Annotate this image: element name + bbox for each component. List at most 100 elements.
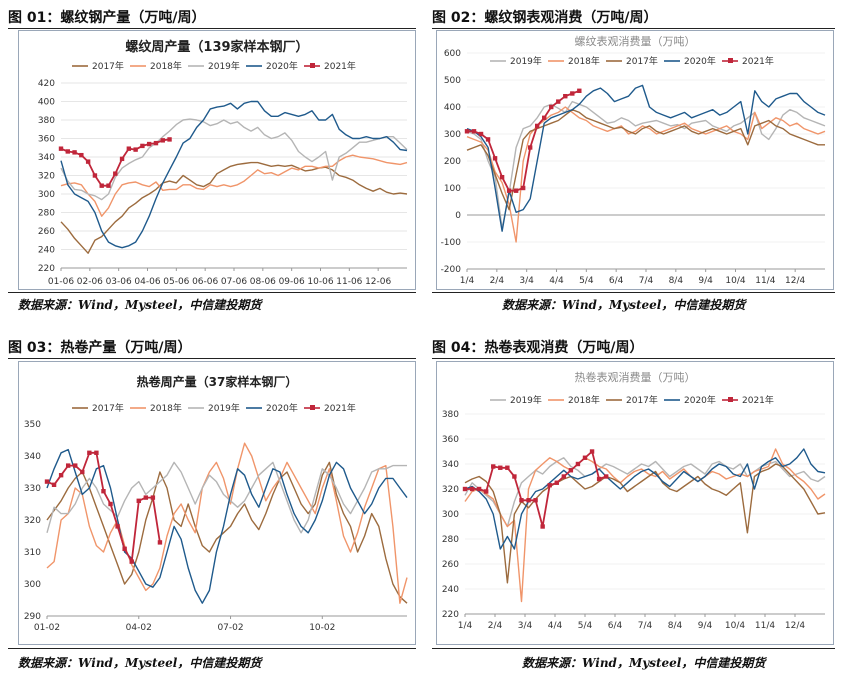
legend-label: 2018年: [568, 55, 600, 67]
chart-frame: 热卷表观消费量（万吨） 220 240 260 280 300 320 340 360 380 1/…: [436, 361, 834, 645]
data-point: [146, 141, 152, 147]
data-point: [575, 461, 581, 467]
legend-marker: [728, 58, 733, 63]
legend-item: 2019年: [490, 394, 542, 406]
legend-label: 2017年: [626, 55, 658, 67]
data-point: [547, 483, 552, 488]
x-tick-label: 10/4: [725, 276, 745, 286]
data-point: [167, 137, 172, 142]
data-point: [462, 486, 468, 492]
data-point: [561, 474, 567, 479]
data-point: [136, 498, 141, 503]
data-point: [505, 465, 510, 470]
series-line: [60, 118, 408, 201]
y-tick-label: 350: [24, 420, 41, 430]
data-point: [106, 183, 111, 188]
data-point: [58, 146, 64, 151]
legend-item: 2020年: [246, 60, 298, 72]
y-tick-label: 320: [24, 516, 41, 526]
x-tick-label: 03-06: [106, 277, 132, 287]
y-tick-label: 400: [444, 103, 461, 113]
y-tick-label: 260: [38, 227, 55, 237]
legend-label: 2021年: [742, 55, 774, 67]
data-point: [603, 474, 609, 479]
x-tick-label: 04-02: [126, 623, 152, 633]
data-point: [92, 173, 98, 178]
legend-label: 2021年: [742, 394, 774, 406]
figure-title: 图 03：热卷产量（万吨/周）: [8, 340, 192, 356]
x-tick-label: 5/4: [579, 276, 594, 286]
series-line: [60, 154, 408, 217]
data-point: [519, 498, 524, 503]
y-tick-label: 340: [24, 452, 41, 462]
x-tick-label: 4/4: [548, 621, 563, 631]
y-tick-label: 290: [24, 612, 41, 622]
data-point: [101, 489, 106, 494]
title-rule: [432, 358, 835, 359]
legend-label: 2017年: [92, 402, 124, 414]
data-point: [570, 91, 575, 96]
x-tick-label: 04-06: [134, 277, 160, 287]
title-rule: [432, 28, 835, 29]
series-line: [60, 100, 408, 249]
data-point: [87, 450, 92, 455]
data-point: [534, 123, 540, 129]
data-source: 数据来源：Wind，Mysteel，中信建投期货: [522, 656, 766, 670]
data-point: [44, 479, 50, 484]
legend-label: 2019年: [510, 394, 542, 406]
y-tick-label: 100: [444, 184, 461, 194]
series-line: [466, 100, 826, 230]
legend-marker: [310, 405, 315, 410]
data-point: [122, 546, 127, 551]
series-line: [464, 448, 826, 603]
legend-item: 2018年: [130, 402, 182, 414]
data-point: [143, 495, 149, 500]
data-point: [485, 137, 491, 142]
data-point: [563, 94, 568, 99]
legend-item: 2018年: [548, 394, 600, 406]
y-tick-label: 300: [38, 190, 55, 200]
legend-label: 2019年: [510, 55, 542, 67]
legend-label: 2020年: [266, 60, 298, 72]
data-point: [471, 129, 477, 134]
y-tick-label: 280: [38, 209, 55, 219]
data-point: [554, 480, 559, 485]
chart-title: 螺纹表观消费量（万吨）: [575, 34, 696, 48]
x-tick-label: 3/4: [518, 621, 533, 631]
legend-label: 2018年: [150, 60, 182, 72]
y-tick-label: 300: [24, 580, 41, 590]
source-rule: [432, 648, 835, 649]
x-tick-label: 12/4: [785, 621, 805, 631]
y-tick-label: 220: [442, 610, 459, 620]
data-point: [119, 156, 125, 162]
data-point: [568, 468, 574, 473]
y-tick-label: 340: [442, 460, 459, 470]
series-line: [60, 161, 408, 254]
y-tick-label: 600: [444, 49, 461, 59]
source-rule: [432, 292, 835, 293]
x-tick-label: 11-06: [336, 277, 362, 287]
y-tick-label: 260: [442, 560, 459, 570]
data-point: [469, 486, 475, 492]
chart-title: 螺纹周产量（139家样本钢厂）: [125, 39, 308, 55]
data-point: [520, 185, 526, 191]
y-tick-label: 400: [38, 98, 55, 108]
chart-svg-production-hrc: 热卷周产量（37家样本钢厂） 290 300 310 320 330 340 350 01-02…: [24, 374, 408, 633]
y-tick-label: 500: [444, 76, 461, 86]
x-tick-label: 06-06: [192, 277, 218, 287]
legend-item: 2017年: [72, 60, 124, 72]
source-rule: [8, 292, 416, 293]
data-point: [129, 559, 134, 564]
y-tick-label: 320: [38, 172, 55, 182]
chart-frame: 螺纹表观消费量（万吨） -200 -100 0 100 200 300 400 500 600 1/…: [436, 30, 834, 290]
x-tick-label: 1/4: [460, 276, 475, 286]
legend-item: 2019年: [188, 402, 240, 414]
data-source: 数据来源：Wind，Mysteel，中信建投期货: [502, 298, 746, 312]
data-point: [549, 104, 554, 110]
y-tick-label: 220: [38, 264, 55, 274]
x-tick-label: 05-06: [163, 277, 189, 287]
x-tick-label: 11/4: [755, 621, 775, 631]
x-tick-label: 02-06: [77, 277, 103, 287]
data-point: [157, 540, 163, 545]
y-tick-label: 360: [38, 135, 55, 145]
